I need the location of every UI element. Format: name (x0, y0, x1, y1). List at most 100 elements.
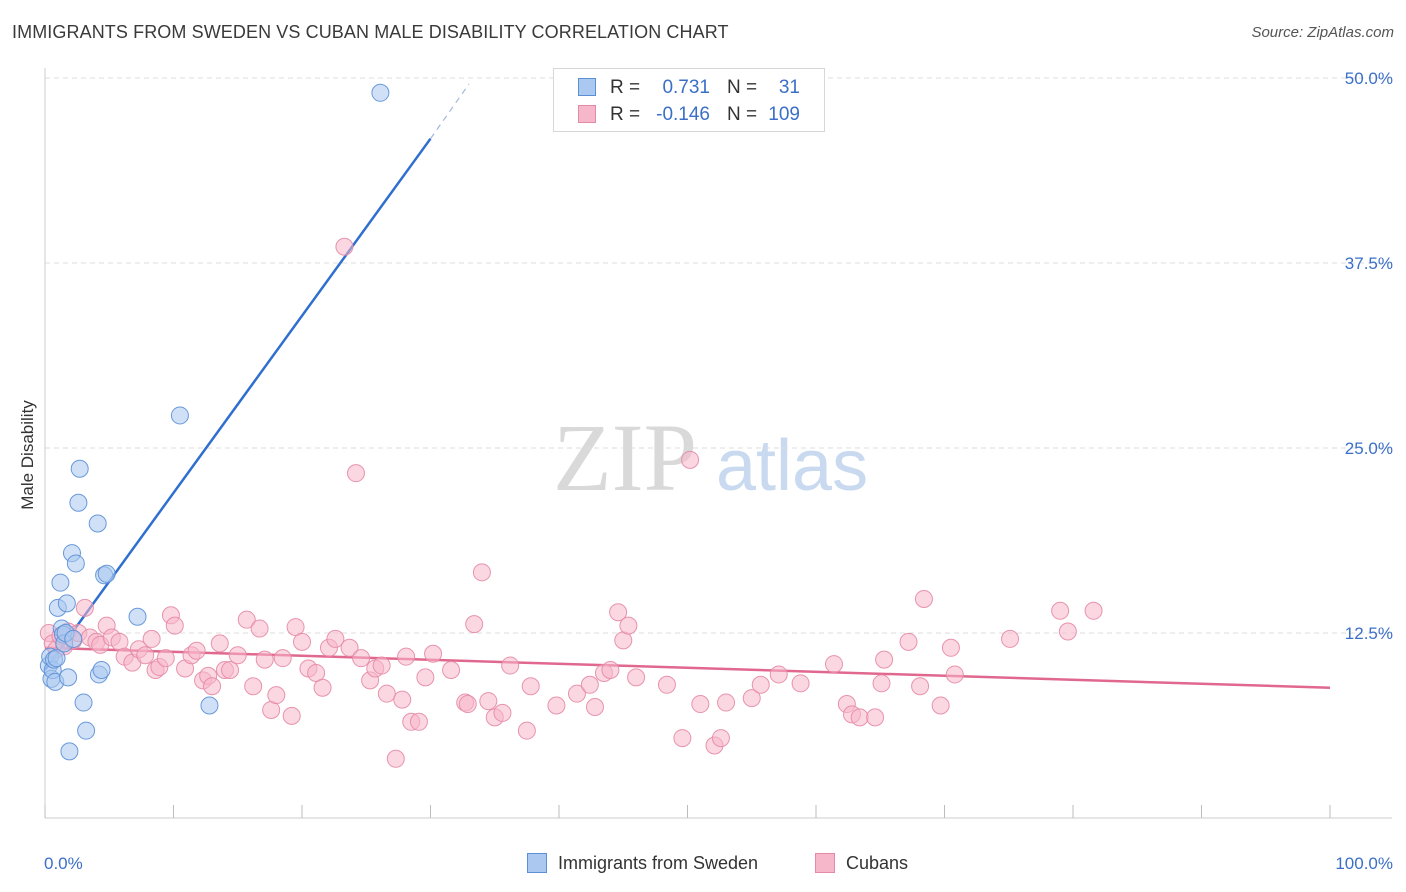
data-point-cubans (742, 689, 761, 708)
y-tick-label: 25.0% (1345, 439, 1393, 458)
data-point-cubans (791, 674, 810, 693)
data-point-cubans (255, 650, 274, 669)
legend-row-sweden: R = 0.731 N = 31 (554, 75, 824, 101)
data-point-cubans (397, 647, 416, 666)
data-point-sweden (371, 83, 390, 102)
data-point-cubans (1001, 629, 1020, 648)
data-point-sweden (57, 594, 76, 613)
data-point-cubans (326, 629, 345, 648)
data-point-cubans (203, 677, 222, 696)
data-point-cubans (458, 695, 477, 714)
legend-n-label: N = (727, 77, 758, 98)
data-point-cubans (769, 665, 788, 684)
bottom-legend-swatch-cubans (815, 853, 835, 873)
data-point-sweden (51, 573, 70, 592)
data-point-cubans (931, 696, 950, 715)
data-point-sweden (92, 661, 111, 679)
data-point-cubans (210, 634, 229, 653)
data-point-cubans (479, 692, 498, 711)
data-point-cubans (850, 708, 869, 727)
legend-r-value: 0.731 (662, 77, 710, 98)
data-point-sweden (59, 668, 78, 687)
data-point-cubans (619, 616, 638, 635)
bottom-legend-label-sweden: Immigrants from Sweden (558, 853, 759, 873)
legend-swatch-sweden (578, 78, 596, 96)
trend-line-sweden (43, 137, 432, 671)
data-point-cubans (521, 677, 540, 696)
data-point-cubans (442, 661, 461, 679)
data-point-cubans (911, 677, 930, 696)
bottom-legend-swatch-sweden (527, 853, 547, 873)
data-point-cubans (899, 632, 918, 651)
data-point-cubans (872, 674, 891, 693)
data-point-sweden (69, 493, 88, 512)
data-point-cubans (627, 668, 646, 687)
data-point-sweden (88, 514, 107, 533)
data-point-cubans (228, 646, 247, 665)
trend-lines (43, 83, 1331, 690)
data-point-cubans (914, 589, 933, 608)
data-point-cubans (282, 706, 301, 725)
data-point-cubans (691, 695, 710, 714)
data-point-cubans (136, 646, 155, 665)
data-point-cubans (409, 712, 428, 731)
data-point-cubans (346, 464, 365, 483)
data-point-cubans (1058, 622, 1077, 641)
correlation-legend: R = 0.731 N = 31 R = -0.146 N = 109 (553, 68, 825, 132)
y-tick-label: 37.5% (1345, 254, 1393, 273)
data-point-cubans (945, 665, 964, 684)
data-point-cubans (824, 655, 843, 674)
data-point-cubans (673, 729, 692, 748)
data-point-sweden (97, 564, 116, 583)
data-point-cubans (585, 698, 604, 716)
watermark-zip: ZIP (553, 404, 697, 511)
x-max-tick-label: 100.0% (1335, 854, 1393, 873)
data-point-sweden (70, 459, 89, 478)
data-point-cubans (866, 708, 885, 727)
data-point-cubans (267, 686, 286, 705)
data-point-cubans (237, 610, 256, 629)
data-point-cubans (340, 638, 359, 657)
data-point-cubans (681, 450, 700, 469)
data-point-cubans (751, 675, 770, 694)
legend-swatch-cubans (578, 105, 596, 123)
data-point-cubans (244, 677, 263, 696)
data-point-sweden (170, 406, 189, 425)
data-point-sweden (74, 693, 93, 712)
data-point-cubans (501, 656, 520, 675)
data-point-cubans (156, 649, 175, 668)
data-point-cubans (657, 675, 676, 694)
bottom-legend-label-cubans: Cubans (846, 853, 909, 873)
data-point-cubans (609, 603, 628, 622)
y-tick-labels: 12.5% 25.0% 37.5% 50.0% (1345, 69, 1393, 643)
data-point-cubans (493, 703, 512, 722)
data-point-sweden (77, 721, 96, 740)
trend-line-sweden-extension (430, 83, 470, 140)
data-point-cubans (465, 615, 484, 634)
data-point-cubans (517, 721, 536, 740)
y-tick-label: 12.5% (1345, 624, 1393, 643)
data-point-sweden (47, 649, 66, 668)
data-point-cubans (601, 661, 620, 679)
data-point-cubans (293, 632, 311, 651)
data-point-cubans (393, 690, 412, 709)
data-point-cubans (142, 629, 161, 648)
data-point-cubans (335, 237, 354, 256)
y-tick-label: 50.0% (1345, 69, 1393, 88)
legend-n-value: 31 (778, 77, 800, 98)
cubans-points (39, 237, 1103, 768)
data-point-cubans (313, 678, 332, 697)
legend-n-value: 109 (768, 104, 800, 125)
data-point-cubans (352, 649, 371, 668)
data-point-cubans (416, 668, 435, 687)
data-point-cubans (1084, 601, 1103, 620)
grid (45, 77, 1392, 634)
data-point-cubans (1051, 601, 1070, 620)
data-point-cubans (273, 649, 292, 668)
legend-n-label: N = (727, 104, 758, 125)
data-point-cubans (472, 563, 491, 582)
data-point-cubans (386, 749, 405, 768)
chart-title: IMMIGRANTS FROM SWEDEN VS CUBAN MALE DIS… (12, 22, 729, 42)
sweden-points (39, 83, 390, 761)
